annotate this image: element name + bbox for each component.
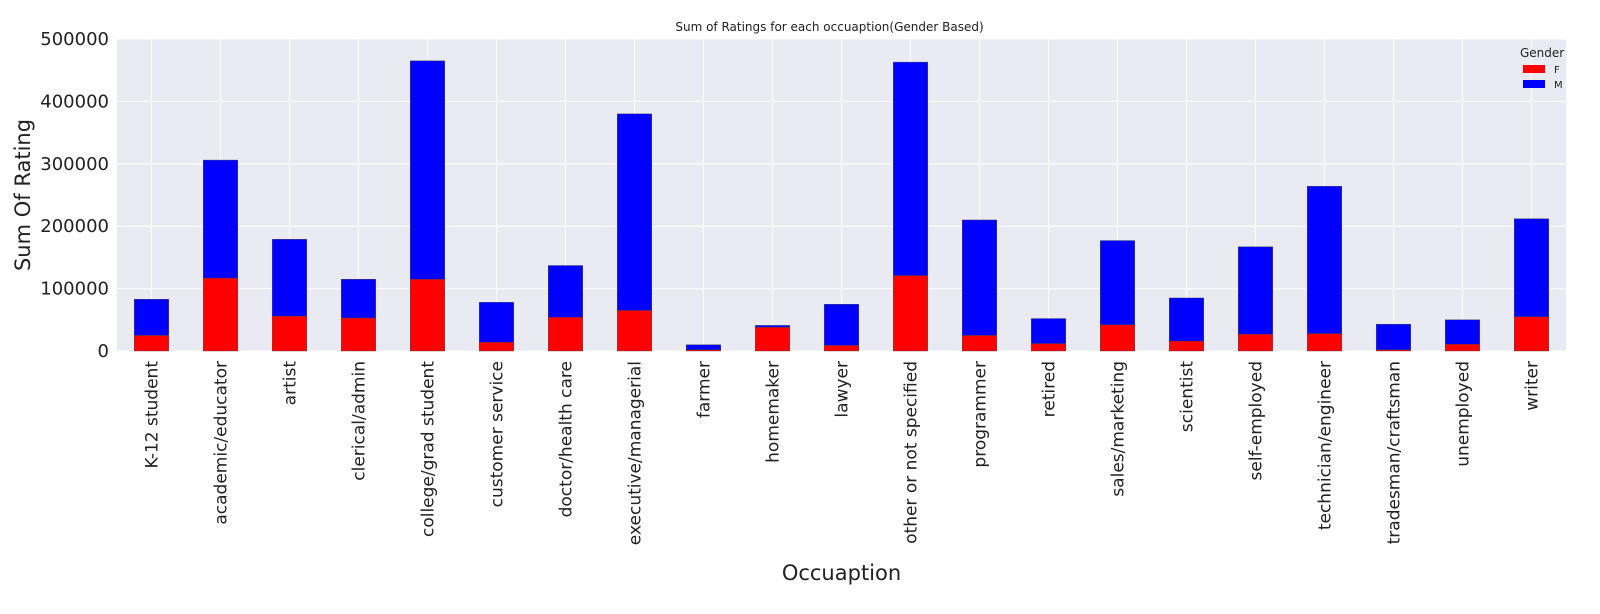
- bar-M-18: [1376, 323, 1411, 350]
- bar-M-11: [893, 61, 928, 276]
- x-tick-label: sales/marketing: [1109, 361, 1129, 497]
- x-tick-label: college/grad student: [419, 361, 439, 537]
- x-tick-label: programmer: [971, 361, 991, 468]
- bar-F-9: [755, 327, 790, 352]
- bar-F-12: [962, 335, 997, 352]
- legend-swatch-M: [1523, 80, 1545, 88]
- chart-title: Sum of Ratings for each occuaption(Gende…: [675, 20, 983, 34]
- x-axis-title: Occuaption: [782, 561, 901, 585]
- bar-F-13: [1031, 343, 1066, 352]
- y-tick-label: 300000: [40, 154, 109, 175]
- bar-M-15: [1169, 297, 1204, 342]
- bars-group: [134, 60, 1549, 352]
- bar-F-4: [410, 279, 445, 352]
- x-tick-label: other or not specified: [902, 361, 922, 544]
- x-tick-label: artist: [281, 361, 301, 406]
- bar-M-19: [1445, 319, 1480, 345]
- bar-F-15: [1169, 340, 1204, 352]
- bar-F-7: [617, 310, 652, 352]
- y-tick-label: 200000: [40, 216, 109, 237]
- bar-M-1: [203, 159, 238, 279]
- bar-M-3: [341, 279, 376, 319]
- bar-M-10: [824, 304, 859, 346]
- bar-M-14: [1100, 240, 1135, 325]
- bar-M-6: [548, 265, 583, 318]
- bar-F-1: [203, 277, 238, 352]
- bar-F-20: [1514, 316, 1549, 352]
- bar-M-4: [410, 60, 445, 280]
- bar-F-17: [1307, 333, 1342, 352]
- x-tick-label: K-12 student: [143, 361, 163, 469]
- legend: Gender FM: [1520, 46, 1564, 91]
- x-tick-label: doctor/health care: [557, 361, 577, 517]
- bar-F-3: [341, 317, 376, 352]
- y-tick-label: 100000: [40, 279, 109, 300]
- bar-F-19: [1445, 343, 1480, 352]
- legend-swatch-F: [1523, 65, 1545, 73]
- bar-F-5: [479, 342, 514, 352]
- bar-M-7: [617, 113, 652, 311]
- x-tick-label: clerical/admin: [350, 361, 370, 481]
- x-axis-ticks: K-12 student academic/educator artist cleri…: [143, 361, 1543, 546]
- legend-label-M: M: [1554, 80, 1563, 91]
- bar-F-0: [134, 335, 169, 352]
- bar-M-8: [686, 344, 721, 350]
- x-tick-label: tradesman/craftsman: [1385, 361, 1405, 544]
- bar-M-2: [272, 239, 307, 317]
- bar-F-16: [1238, 333, 1273, 352]
- bar-M-16: [1238, 246, 1273, 335]
- x-tick-label: executive/managerial: [626, 361, 646, 545]
- legend-label-F: F: [1554, 65, 1560, 76]
- x-tick-label: homemaker: [764, 361, 784, 463]
- y-tick-label: 0: [98, 341, 109, 362]
- bar-M-12: [962, 219, 997, 336]
- bar-M-20: [1514, 218, 1549, 317]
- x-tick-label: unemployed: [1454, 361, 1474, 467]
- x-tick-label: writer: [1523, 361, 1543, 411]
- x-tick-label: academic/educator: [212, 361, 232, 525]
- bar-F-2: [272, 315, 307, 352]
- x-tick-label: self-employed: [1247, 361, 1267, 480]
- x-tick-label: farmer: [695, 361, 715, 418]
- bar-M-17: [1307, 186, 1342, 334]
- bar-F-6: [548, 317, 583, 352]
- bar-M-5: [479, 302, 514, 343]
- x-tick-label: customer service: [488, 361, 508, 507]
- y-axis-ticks: 0 100000 200000 300000 400000 500000: [40, 29, 109, 362]
- bar-M-0: [134, 299, 169, 336]
- y-axis-title: Sum Of Rating: [11, 119, 35, 271]
- y-tick-label: 500000: [40, 29, 109, 50]
- x-tick-label: technician/engineer: [1316, 361, 1336, 530]
- legend-title: Gender: [1520, 46, 1564, 60]
- bar-F-10: [824, 345, 859, 352]
- x-tick-label: lawyer: [833, 361, 853, 418]
- bar-F-11: [893, 275, 928, 352]
- x-tick-label: retired: [1040, 361, 1060, 417]
- y-tick-label: 400000: [40, 91, 109, 112]
- bar-M-9: [755, 325, 790, 328]
- bar-F-14: [1100, 324, 1135, 352]
- x-tick-label: scientist: [1178, 361, 1198, 432]
- bar-M-13: [1031, 318, 1066, 344]
